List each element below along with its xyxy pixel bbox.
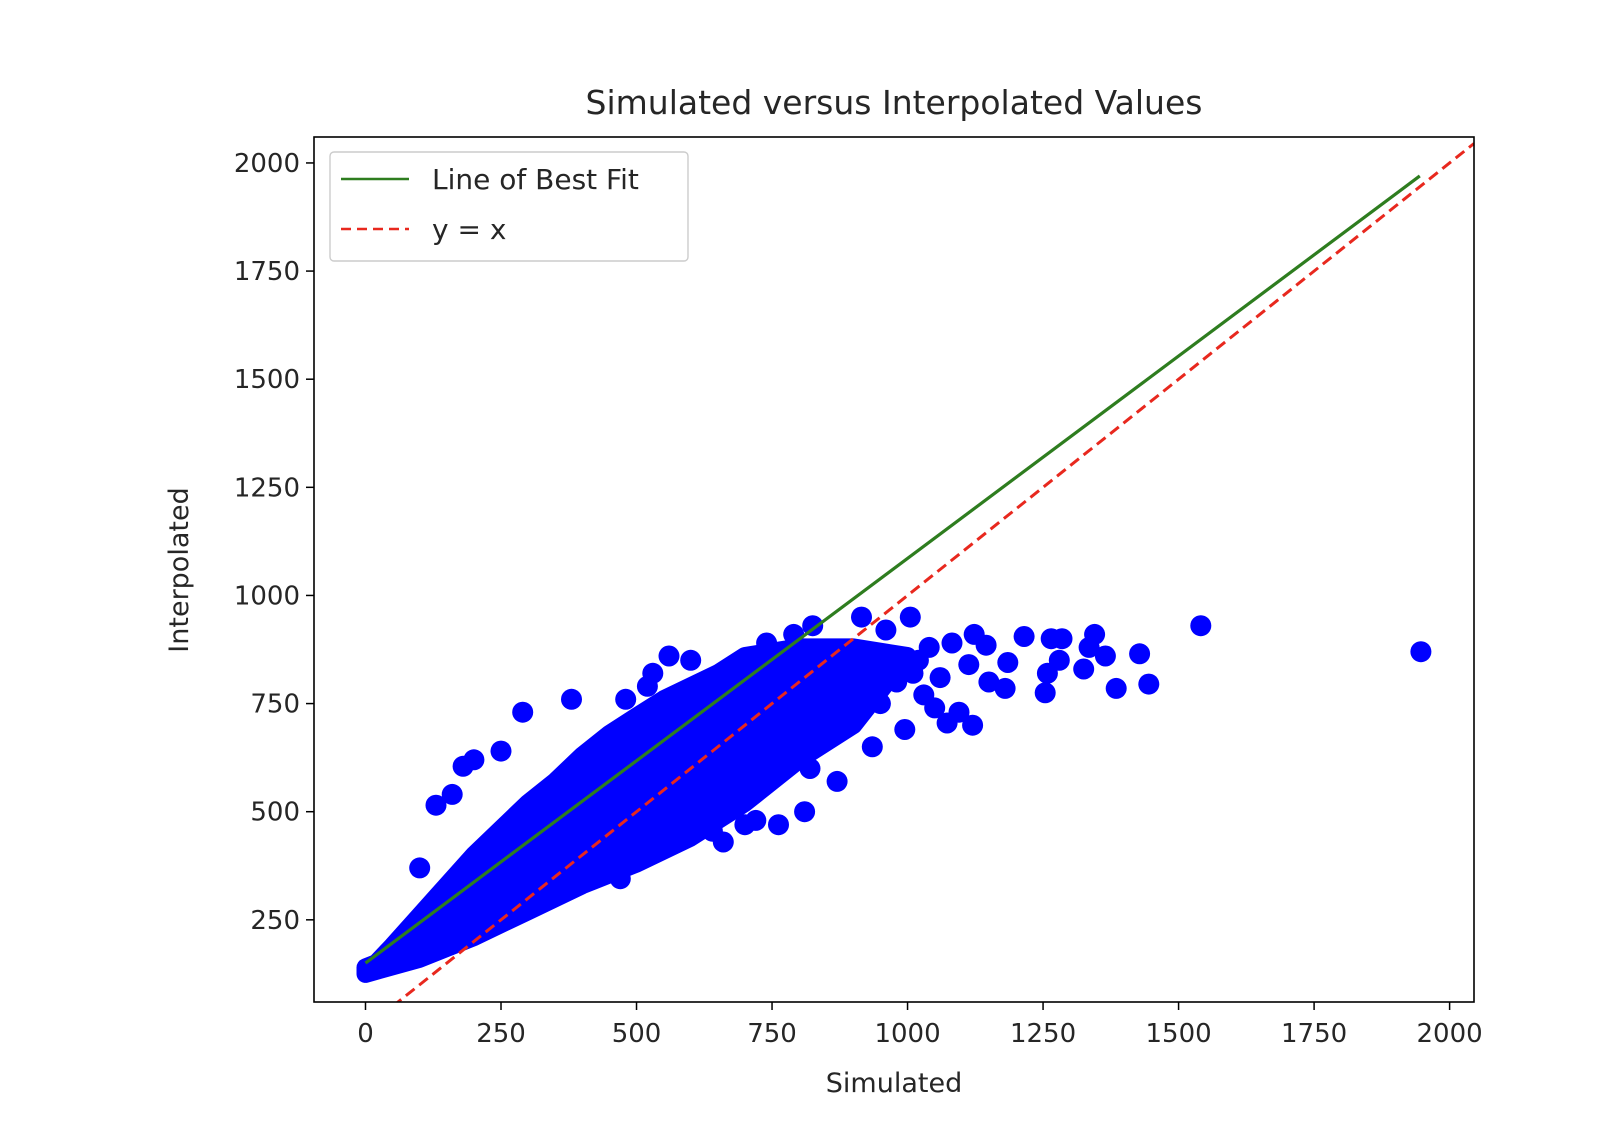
data-point <box>756 632 778 654</box>
data-point <box>958 654 980 676</box>
data-point <box>886 671 908 693</box>
data-point <box>902 662 924 684</box>
x-tick-label: 750 <box>747 1019 797 1049</box>
data-point <box>826 770 848 792</box>
data-point <box>734 814 756 836</box>
data-point <box>869 693 891 715</box>
legend-box <box>329 151 689 262</box>
data-point <box>1078 636 1100 658</box>
y-axis-ticks: 250 500 750 1000 1250 1500 1750 2000 <box>234 149 314 936</box>
legend-identity-label: y = x <box>432 213 506 246</box>
chart-title: Simulated versus Interpolated Values <box>586 83 1203 122</box>
data-point <box>512 701 534 723</box>
data-point <box>962 714 984 736</box>
data-point <box>707 783 729 805</box>
x-tick-label: 1250 <box>1010 1019 1076 1049</box>
data-point <box>409 857 431 879</box>
legend-best-fit-label: Line of Best Fit <box>432 163 639 196</box>
data-point <box>609 868 631 890</box>
data-point <box>777 749 799 771</box>
reference-lines <box>364 142 1474 1002</box>
identity-line <box>395 142 1474 1002</box>
x-axis-ticks: 0 250 500 750 1000 1250 1500 1750 2000 <box>357 1002 1483 1049</box>
data-point <box>936 712 958 734</box>
data-point <box>468 848 490 870</box>
data-point <box>963 623 985 645</box>
data-point <box>712 662 734 684</box>
data-point <box>582 848 604 870</box>
y-tick-label: 1000 <box>234 581 300 611</box>
y-tick-label: 2000 <box>234 149 300 179</box>
data-point <box>1190 615 1212 637</box>
data-point <box>680 649 702 671</box>
scatter-points <box>356 606 1432 983</box>
y-tick-label: 1500 <box>234 365 300 395</box>
data-point <box>658 645 680 667</box>
x-tick-label: 500 <box>612 1019 662 1049</box>
x-tick-label: 2000 <box>1417 1019 1483 1049</box>
data-point <box>815 688 837 710</box>
data-point <box>929 667 951 689</box>
data-point <box>894 719 916 740</box>
data-point <box>1036 662 1058 684</box>
best-fit-line <box>364 174 1421 965</box>
data-point <box>768 814 789 836</box>
y-tick-label: 750 <box>250 690 300 720</box>
data-point <box>490 740 512 762</box>
data-point <box>941 632 963 654</box>
x-axis-label: Simulated <box>826 1068 962 1099</box>
data-point <box>821 649 843 671</box>
x-tick-label: 250 <box>476 1019 526 1049</box>
data-point <box>997 652 1019 673</box>
x-tick-label: 1750 <box>1281 1019 1347 1049</box>
data-point <box>875 619 897 641</box>
data-point <box>463 749 485 771</box>
data-point <box>861 736 883 758</box>
data-point <box>425 794 447 816</box>
data-point <box>794 801 816 823</box>
data-point <box>636 675 658 697</box>
data-point <box>658 822 680 844</box>
y-tick-label: 1750 <box>234 257 300 287</box>
data-point <box>1410 641 1432 663</box>
data-point <box>615 688 637 710</box>
data-point <box>485 874 507 896</box>
data-point <box>712 831 734 853</box>
data-point <box>837 654 859 676</box>
data-point <box>1138 673 1160 695</box>
data-point <box>978 671 1000 693</box>
data-point <box>994 677 1016 699</box>
data-point <box>745 714 767 736</box>
data-point <box>1040 628 1062 650</box>
data-point <box>550 866 572 888</box>
y-tick-label: 1250 <box>234 473 300 503</box>
data-point <box>767 667 788 689</box>
y-axis-label: Interpolated <box>164 487 195 652</box>
data-point <box>1094 645 1116 667</box>
data-point <box>1013 626 1035 647</box>
legend: Line of Best Fit y = x <box>329 151 689 262</box>
data-point <box>729 736 750 758</box>
data-point <box>561 688 582 710</box>
data-point <box>899 606 921 628</box>
x-tick-label: 1500 <box>1145 1019 1211 1049</box>
x-tick-label: 0 <box>357 1019 374 1049</box>
x-tick-label: 1000 <box>874 1019 940 1049</box>
data-point <box>1034 682 1056 704</box>
y-tick-label: 250 <box>250 906 300 936</box>
data-point <box>1105 677 1127 699</box>
data-point <box>832 706 853 727</box>
y-tick-label: 500 <box>250 798 300 828</box>
data-point <box>1129 643 1151 665</box>
data-point <box>851 606 872 628</box>
data-point <box>802 615 824 637</box>
data-point <box>913 684 935 706</box>
data-point <box>1073 658 1095 680</box>
data-point <box>799 758 821 779</box>
plot-frame <box>313 136 1475 1003</box>
data-point <box>680 801 702 823</box>
data-point <box>441 783 463 805</box>
